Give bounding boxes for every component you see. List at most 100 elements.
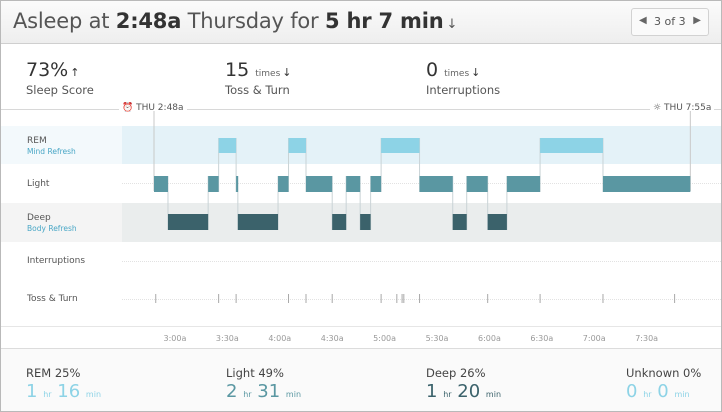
- triangle-left-icon[interactable]: ◀: [639, 15, 647, 26]
- segment-deep[interactable]: [332, 214, 347, 230]
- time-tick-label: 4:30a: [320, 334, 344, 343]
- timeline-end: ☼ THU 7:55a: [650, 103, 715, 113]
- segment-light[interactable]: [419, 176, 453, 192]
- time-tick-label: 3:00a: [163, 334, 187, 343]
- summary-footer: REM 25% 1 hr 16 min Light 49% 2 hr 31 mi…: [1, 348, 721, 411]
- segment-rem[interactable]: [381, 138, 420, 153]
- sleep-stage-chart: [153, 111, 691, 303]
- arrow-down-icon[interactable]: ↓: [446, 17, 458, 32]
- alarm-clock-icon: ⏰: [122, 103, 134, 113]
- interruptions-row-guide: [122, 261, 721, 262]
- segment-deep[interactable]: [360, 214, 371, 230]
- row-label-rem: REM: [27, 136, 47, 146]
- pager: ◀ 3 of 3 ▶: [631, 8, 709, 36]
- summary-minutes: 0: [657, 381, 669, 402]
- sleep-start-time: 2:48a: [115, 9, 182, 33]
- stat-label: Interruptions: [426, 83, 501, 97]
- title-for: for: [290, 9, 319, 33]
- time-axis: [1, 326, 721, 327]
- summary-hr-unit: hr: [643, 390, 652, 399]
- segment-deep[interactable]: [237, 214, 279, 230]
- stat-value: 73%: [26, 59, 69, 81]
- summary-rem: REM 25% 1 hr 16 min: [26, 366, 101, 402]
- sleep-duration: 5 hr 7 min: [324, 9, 444, 33]
- time-tick-label: 3:30a: [215, 334, 239, 343]
- row-label-deep: Deep: [27, 213, 51, 223]
- header-bar: Asleep at 2:48a Thursday for 5 hr 7 min ↓…: [1, 1, 721, 44]
- segment-light[interactable]: [346, 176, 361, 192]
- page-title: Asleep at 2:48a Thursday for 5 hr 7 min ↓: [13, 9, 457, 33]
- summary-hr-unit: hr: [443, 390, 452, 399]
- stat-label: Sleep Score: [26, 83, 94, 97]
- summary-min-unit: min: [285, 390, 302, 399]
- timeline-rule: [1, 109, 721, 110]
- triangle-right-icon[interactable]: ▶: [693, 15, 701, 26]
- arrow-up-icon: ↑: [70, 66, 80, 79]
- summary-label: Light 49%: [226, 366, 284, 380]
- row-label-light: Light: [27, 179, 50, 189]
- summary-min-unit: min: [674, 390, 690, 399]
- time-tick-label: 6:00a: [477, 334, 501, 343]
- segment-light[interactable]: [278, 176, 289, 192]
- segment-rem[interactable]: [288, 138, 306, 153]
- arrow-down-icon: ↓: [282, 66, 292, 79]
- segment-rem[interactable]: [540, 138, 603, 153]
- time-tick-label: 6:30a: [530, 334, 554, 343]
- summary-label: Deep 26%: [426, 366, 486, 380]
- row-label-interruptions: Interruptions: [27, 256, 86, 266]
- timeline-start: ⏰ THU 2:48a: [119, 103, 187, 113]
- segment-deep[interactable]: [167, 214, 209, 230]
- summary-unknown: Unknown 0% 0 hr 0 min: [626, 366, 701, 402]
- segment-rem[interactable]: [218, 138, 237, 153]
- segment-light[interactable]: [236, 176, 239, 192]
- summary-hours: 1: [426, 381, 438, 402]
- timeline-end-label: THU 7:55a: [663, 103, 712, 113]
- summary-minutes: 31: [257, 381, 281, 402]
- title-prefix: Asleep at: [13, 9, 110, 33]
- segment-light[interactable]: [154, 176, 168, 192]
- summary-hr-unit: hr: [43, 390, 52, 399]
- stat-label: Toss & Turn: [225, 83, 290, 97]
- stat-interruptions: 0 times ↓ Interruptions: [426, 59, 500, 97]
- stat-value: 0: [426, 59, 439, 81]
- segment-deep[interactable]: [452, 214, 467, 230]
- segment-light[interactable]: [305, 176, 333, 192]
- time-tick-label: 7:30a: [635, 334, 659, 343]
- summary-minutes: 20: [457, 381, 481, 402]
- toss-row-guide: [122, 299, 721, 300]
- segment-light[interactable]: [370, 176, 382, 192]
- summary-label: REM 25%: [26, 366, 81, 380]
- time-tick-label: 5:00a: [373, 334, 397, 343]
- time-tick-label: 7:00a: [582, 334, 606, 343]
- segment-deep[interactable]: [487, 214, 507, 230]
- summary-hr-unit: hr: [243, 390, 252, 399]
- summary-label: Unknown 0%: [626, 366, 702, 380]
- time-tick-label: 5:30a: [425, 334, 449, 343]
- stat-unit: times: [255, 69, 281, 79]
- summary-minutes: 16: [57, 381, 81, 402]
- time-tick-label: 4:00a: [268, 334, 292, 343]
- pager-label: 3 of 3: [654, 15, 686, 28]
- summary-hours: 0: [626, 381, 638, 402]
- summary-hours: 2: [226, 381, 238, 402]
- arrow-down-icon: ↓: [471, 66, 481, 79]
- summary-deep: Deep 26% 1 hr 20 min: [426, 366, 501, 402]
- segment-light[interactable]: [506, 176, 541, 192]
- segment-light[interactable]: [208, 176, 219, 192]
- stat-toss-turn: 15 times ↓ Toss & Turn: [225, 59, 291, 97]
- summary-light: Light 49% 2 hr 31 min: [226, 366, 301, 402]
- stat-value: 15: [225, 59, 250, 81]
- summary-hours: 1: [26, 381, 38, 402]
- row-label-toss: Toss & Turn: [27, 294, 78, 304]
- segment-light[interactable]: [602, 176, 691, 192]
- timeline-start-label: THU 2:48a: [136, 103, 184, 113]
- segment-light[interactable]: [466, 176, 488, 192]
- sun-icon: ☼: [653, 103, 662, 113]
- stat-sleep-score: 73% ↑ Sleep Score: [26, 59, 94, 97]
- summary-min-unit: min: [485, 390, 502, 399]
- row-sub-rem: Mind Refresh: [27, 147, 76, 156]
- stat-unit: times: [444, 69, 470, 79]
- summary-min-unit: min: [85, 390, 102, 399]
- row-sub-deep: Body Refresh: [27, 224, 77, 233]
